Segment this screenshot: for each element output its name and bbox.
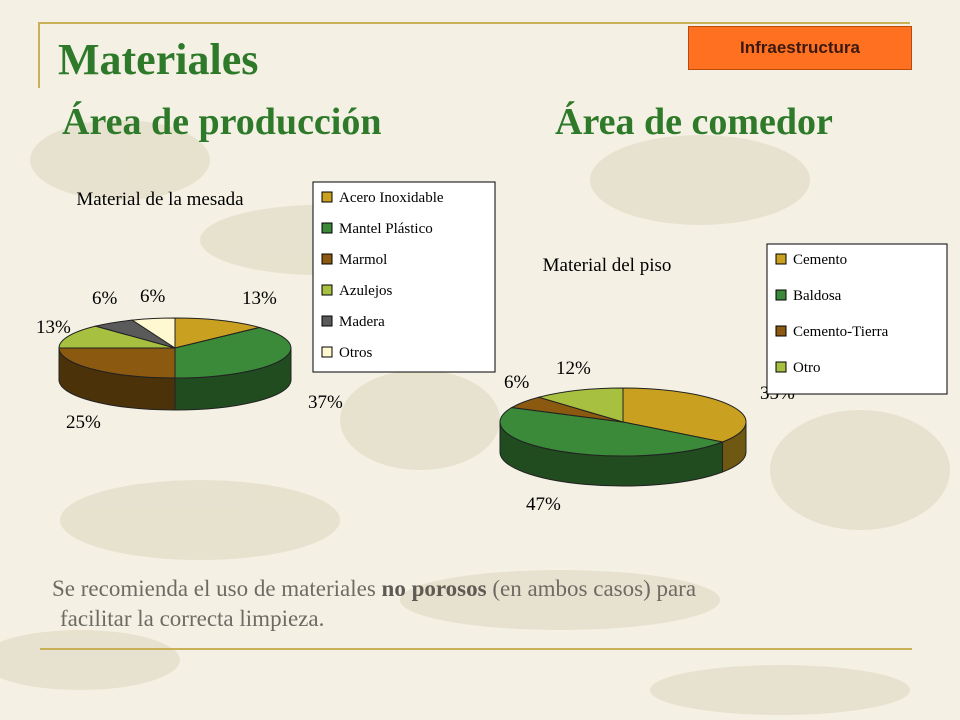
note-text-3: facilitar la correcta limpieza. (60, 606, 325, 631)
subtitle-comedor: Área de comedor (555, 101, 833, 143)
chart-1-slice-acero-inoxidable (174, 317, 262, 349)
chart-2-legend-item-cemento: Cemento (793, 252, 847, 268)
chart-2: 35%47%6%12%Material del pisoCementoBaldo… (499, 243, 948, 515)
chart-1-title: Material de la mesada (76, 189, 244, 210)
chart-2-legend-item-cemento-tierra: Cemento-Tierra (793, 324, 889, 340)
chart-1-legend-swatch-marmol (321, 253, 333, 265)
chart-2-legend-item-otro: Otro (793, 360, 821, 376)
chart-1-legend-item-azulejos: Azulejos (339, 283, 392, 299)
chart-1: 13% 37% 25% 13% 6% 6% Material de la mesada Ace… (36, 181, 496, 433)
chart-2-legend-swatch-baldosa (775, 289, 787, 301)
page-title: Materiales (58, 35, 259, 84)
chart-1-legend-item-otros: Otros (339, 345, 372, 361)
chart-2-legend: Cemento Baldosa Cemento-Tierra Otro (766, 243, 948, 395)
left-rule (38, 22, 40, 88)
chart-1-legend-swatch-acero-inoxidable (321, 191, 333, 203)
section-badge: Infraestructura (688, 26, 912, 70)
chart-2-legend-swatch-otro (775, 361, 787, 373)
chart-1-legend-swatch-madera (321, 315, 333, 327)
chart-2-slice-otro (536, 387, 624, 423)
chart-1-legend-item-mantel-plastico: Mantel Plástico (339, 221, 433, 237)
recommendation-text: Se recomienda el uso de materiales no po… (52, 574, 932, 634)
bottom-rule (40, 648, 912, 650)
chart-2-label-cemento-tierra: 6% (504, 372, 530, 393)
chart-1-legend-swatch-otros (321, 346, 333, 358)
chart-2-label-baldosa: 47% (526, 494, 561, 515)
chart-1-legend-item-madera: Madera (339, 314, 385, 330)
chart-1-legend: Acero Inoxidable Mantel Plástico Marmol Azu… (312, 181, 496, 373)
chart-2-legend-item-baldosa: Baldosa (793, 288, 842, 304)
chart-2-title: Material del piso (543, 255, 672, 276)
chart-2-legend-swatch-cemento-tierra (775, 325, 787, 337)
chart-1-slice-marmol (58, 347, 176, 379)
chart-1-slice-azulejos (58, 325, 176, 349)
chart-1-slice-mantel-plastico (174, 326, 292, 379)
note-text-1: Se recomienda el uso de materiales (52, 576, 382, 601)
note-bold: no porosos (381, 576, 487, 601)
chart-2-legend-swatch-cemento (775, 253, 787, 265)
chart-1-label-madera: 6% (92, 288, 118, 309)
chart-1-slice-otros (130, 317, 176, 349)
note-text-2: (en ambos casos) para (486, 576, 697, 601)
chart-1-label-marmol: 25% (66, 412, 101, 433)
subtitle-produccion: Área de producción (62, 101, 382, 143)
chart-1-legend-box (312, 181, 496, 373)
chart-1-label-otros: 6% (140, 286, 166, 307)
chart-2-label-otro: 12% (556, 358, 591, 379)
chart-2-slice-cemento (622, 387, 747, 443)
chart-1-legend-item-marmol: Marmol (339, 252, 387, 268)
chart-1-legend-swatch-mantel-plastico (321, 222, 333, 234)
chart-2-legend-box (766, 243, 948, 395)
chart-1-label-mantel-plastico: 37% (308, 392, 343, 413)
chart-2-slice-baldosa (499, 407, 725, 457)
chart-1-legend-swatch-azulejos (321, 284, 333, 296)
top-rule (40, 22, 910, 24)
chart-1-label-azulejos: 13% (36, 317, 71, 338)
chart-1-legend-item-acero-inoxidable: Acero Inoxidable (339, 190, 444, 206)
chart-1-label-acero-inoxidable: 13% (242, 288, 277, 309)
